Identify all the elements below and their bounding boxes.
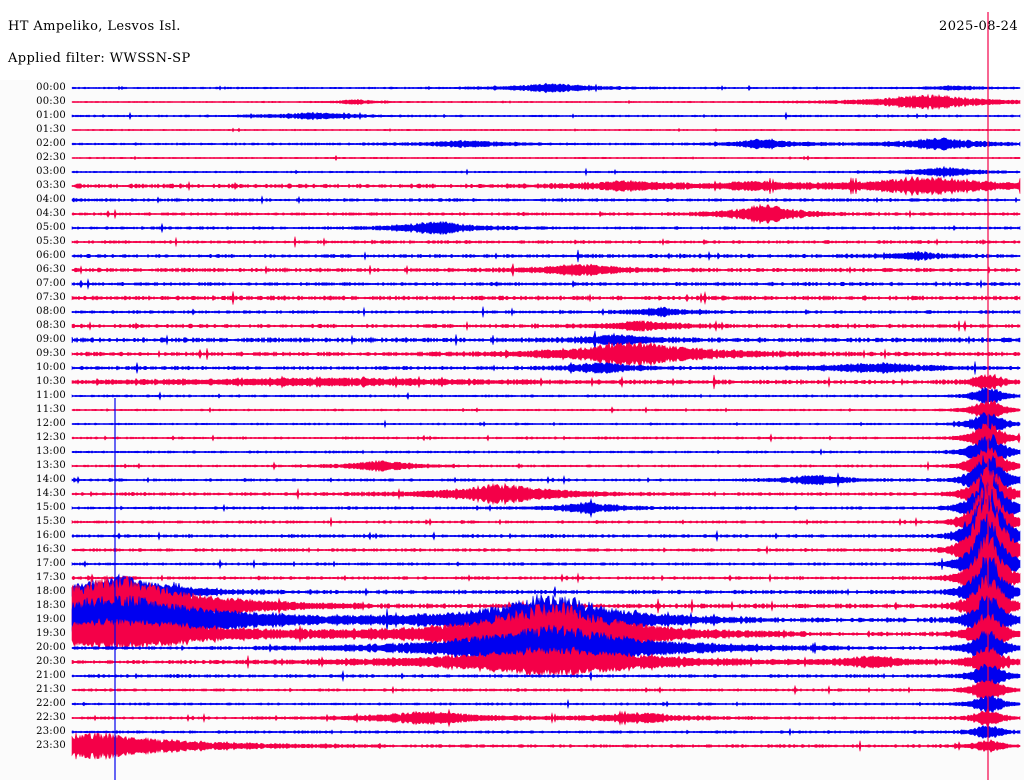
time-tick-1830: 18:30: [36, 600, 66, 611]
time-tick-0400: 04:00: [36, 194, 66, 205]
time-tick-0900: 09:00: [36, 334, 66, 345]
time-tick-0700: 07:00: [36, 278, 66, 289]
time-tick-1430: 14:30: [36, 488, 66, 499]
time-tick-2000: 20:00: [36, 642, 66, 653]
time-tick-0830: 08:30: [36, 320, 66, 331]
time-tick-0030: 00:30: [36, 96, 66, 107]
time-tick-1000: 10:00: [36, 362, 66, 373]
time-tick-0500: 05:00: [36, 222, 66, 233]
time-tick-0200: 02:00: [36, 138, 66, 149]
time-tick-1130: 11:30: [36, 404, 66, 415]
helicorder-plot-area[interactable]: 00:00 00:30 01:00 01:30 02:00 02:30 03:00 03:30…: [0, 80, 1024, 780]
time-tick-1230: 12:30: [36, 432, 66, 443]
time-tick-1400: 14:00: [36, 474, 66, 485]
applied-filter-label: Applied filter: WWSSN-SP: [8, 51, 191, 66]
time-tick-0800: 08:00: [36, 306, 66, 317]
time-tick-2330: 23:30: [36, 740, 66, 751]
time-tick-1330: 13:30: [36, 460, 66, 471]
time-tick-1530: 15:30: [36, 516, 66, 527]
time-tick-1100: 11:00: [36, 390, 66, 401]
time-tick-1730: 17:30: [36, 572, 66, 583]
time-tick-0430: 04:30: [36, 208, 66, 219]
time-tick-0530: 05:30: [36, 236, 66, 247]
time-tick-1600: 16:00: [36, 530, 66, 541]
time-tick-1630: 16:30: [36, 544, 66, 555]
time-tick-1700: 17:00: [36, 558, 66, 569]
time-tick-0300: 03:00: [36, 166, 66, 177]
time-tick-2030: 20:30: [36, 656, 66, 667]
time-tick-2200: 22:00: [36, 698, 66, 709]
time-tick-0730: 07:30: [36, 292, 66, 303]
time-tick-1900: 19:00: [36, 614, 66, 625]
time-tick-0930: 09:30: [36, 348, 66, 359]
time-tick-2130: 21:30: [36, 684, 66, 695]
time-tick-1500: 15:00: [36, 502, 66, 513]
time-tick-0000: 00:00: [36, 82, 66, 93]
time-tick-0100: 01:00: [36, 110, 66, 121]
time-tick-0130: 01:30: [36, 124, 66, 135]
header-marker-layer: [987, 12, 989, 80]
time-tick-0230: 02:30: [36, 152, 66, 163]
time-tick-0630: 06:30: [36, 264, 66, 275]
record-date-label: 2025-08-24: [939, 19, 1018, 34]
time-tick-1800: 18:00: [36, 586, 66, 597]
time-tick-1300: 13:00: [36, 446, 66, 457]
time-tick-1200: 12:00: [36, 418, 66, 429]
time-tick-1930: 19:30: [36, 628, 66, 639]
time-tick-0330: 03:30: [36, 180, 66, 191]
time-tick-2100: 21:00: [36, 670, 66, 681]
time-tick-0600: 06:00: [36, 250, 66, 261]
station-title: HT Ampeliko, Lesvos Isl.: [8, 19, 181, 34]
seismogram-traces: [0, 80, 1024, 780]
time-tick-2230: 22:30: [36, 712, 66, 723]
time-tick-1030: 10:30: [36, 376, 66, 387]
time-tick-2300: 23:00: [36, 726, 66, 737]
